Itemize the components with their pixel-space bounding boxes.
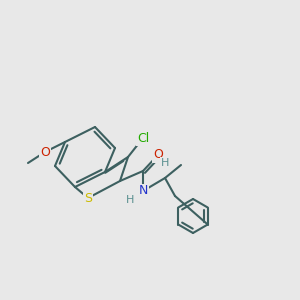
Text: H: H [161,158,169,168]
Text: H: H [126,195,134,205]
Text: S: S [84,191,92,205]
Text: O: O [40,146,50,158]
Text: O: O [153,148,163,161]
Text: Cl: Cl [137,131,149,145]
Text: N: N [138,184,148,197]
